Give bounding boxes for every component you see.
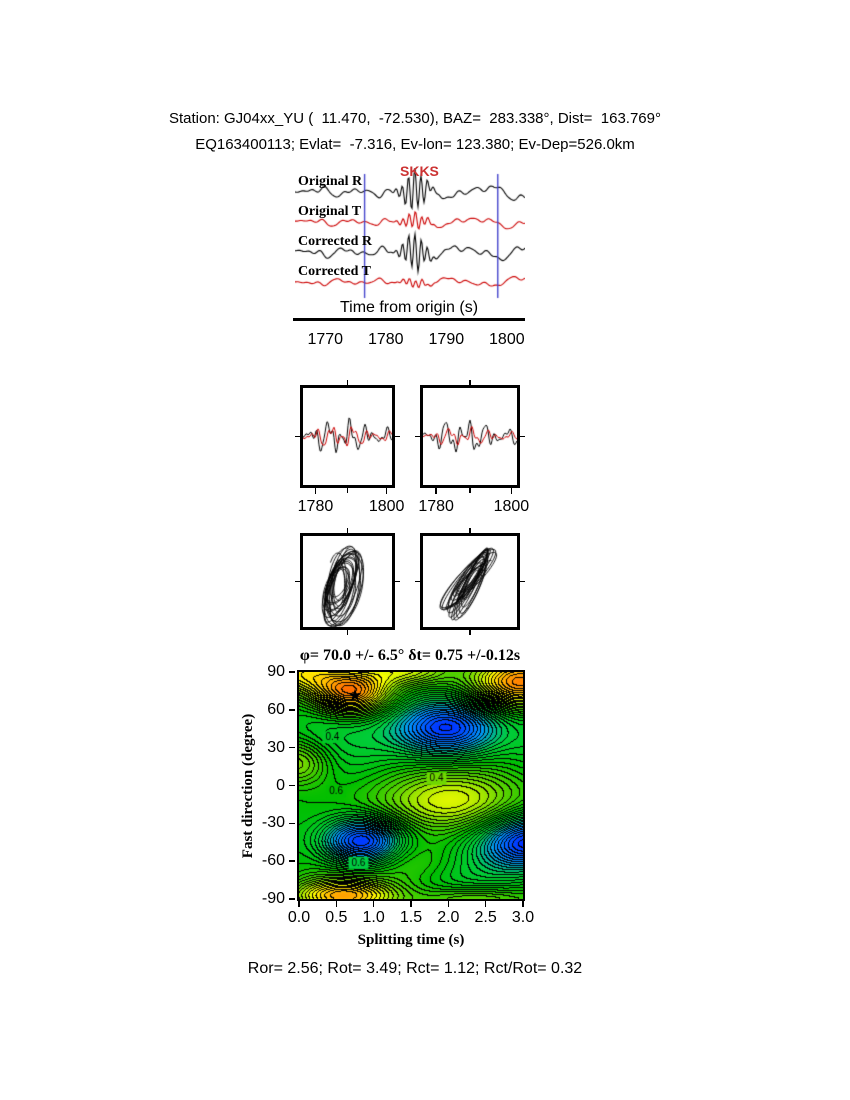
frame-tick	[415, 435, 420, 437]
zoom-axis-tick-label: 1800	[368, 498, 405, 515]
x-axis-tick-label: 1.5	[399, 909, 423, 926]
time-axis-tick-label: 1800	[489, 331, 525, 348]
trace-label-corrected-t: Corrected T	[298, 264, 371, 279]
x-axis-label: Splitting time (s)	[357, 932, 465, 948]
best-solution-marker: ★	[347, 686, 363, 707]
frame-tick	[469, 488, 471, 493]
y-axis-tick	[289, 746, 295, 749]
x-axis-tick-label: 3.0	[511, 909, 535, 926]
frame-tick	[346, 380, 348, 385]
splitting-result-title: φ= 70.0 +/- 6.5° δt= 0.75 +/-0.12s	[299, 647, 521, 664]
statistics-line: Ror= 2.56; Rot= 3.49; Rct= 1.12; Rct/Rot…	[247, 960, 583, 977]
particle-motion-corrected-canvas	[423, 536, 517, 627]
x-axis-tick	[372, 901, 375, 907]
y-axis-tick	[289, 822, 295, 825]
x-axis-tick-label: 2.5	[474, 909, 497, 926]
windowed-waveforms-original-box	[295, 380, 400, 493]
frame-tick	[469, 380, 471, 385]
y-axis-tick-label: -90	[261, 890, 285, 907]
y-axis-label: Fast direction (degree)	[240, 713, 256, 859]
x-axis-tick	[298, 901, 300, 907]
zoom-axis-tick	[435, 488, 437, 494]
phase-label: SKKS	[400, 163, 439, 179]
frame-tick	[346, 488, 348, 493]
frame-tick	[395, 435, 400, 437]
zoom-axis-tick-label: 1780	[297, 498, 334, 515]
station-info-line: Station: GJ04xx_YU ( 11.470, -72.530), B…	[168, 110, 661, 127]
y-axis-tick-label: 90	[267, 663, 285, 680]
frame-tick	[415, 580, 420, 582]
x-axis-tick-label: 0.0	[287, 909, 311, 926]
zoom-axis-tick	[314, 488, 317, 494]
trace-label-original-r: Original R	[298, 174, 363, 189]
contour-plot-frame: ★	[297, 670, 525, 901]
frame-tick	[346, 528, 348, 533]
y-axis-tick	[289, 898, 295, 900]
frame-tick	[346, 630, 348, 635]
windowed-waveforms-corrected-box	[415, 380, 525, 493]
frame-tick	[395, 580, 400, 582]
particle-motion-original-box	[295, 528, 400, 635]
particle-motion-original-canvas	[303, 536, 392, 627]
event-info-line: EQ163400113; Evlat= -7.316, Ev-lon= 123.…	[195, 136, 635, 153]
frame-tick	[520, 580, 525, 582]
time-axis-label: Time from origin (s)	[339, 299, 479, 316]
zoom-axis-tick	[510, 488, 513, 494]
y-axis-tick	[289, 671, 295, 673]
x-axis-tick	[410, 901, 412, 907]
y-axis-tick	[289, 860, 295, 862]
x-axis-tick-label: 1.0	[362, 909, 385, 926]
frame-tick	[295, 435, 300, 437]
x-axis-tick-label: 2.0	[437, 909, 460, 926]
x-axis-tick-label: 0.5	[325, 909, 348, 926]
y-axis-tick	[289, 784, 295, 787]
time-axis-tick-label: 1770	[307, 331, 344, 348]
x-axis-tick	[335, 901, 338, 907]
time-axis-line	[293, 318, 525, 321]
waveform-traces-canvas	[295, 168, 525, 302]
y-axis-tick-label: -60	[261, 852, 285, 870]
time-axis-tick-label: 1780	[367, 331, 404, 348]
trace-label-corrected-r: Corrected R	[298, 234, 372, 249]
zoom-axis-tick-label: 1780	[418, 498, 454, 515]
frame-tick	[295, 580, 300, 582]
particle-motion-corrected-box	[415, 528, 525, 635]
zoom-axis-tick	[385, 488, 388, 494]
frame-tick	[520, 435, 525, 437]
x-axis-tick	[447, 901, 450, 907]
y-axis-tick-label: 30	[267, 738, 285, 756]
x-axis-tick	[522, 901, 524, 907]
x-axis-tick	[484, 901, 487, 907]
time-axis-tick-label: 1790	[428, 331, 465, 348]
y-axis-tick-label: -30	[261, 814, 285, 832]
trace-label-original-t: Original T	[298, 204, 362, 219]
frame-tick	[469, 630, 471, 635]
windowed-waveforms-original-canvas	[303, 388, 392, 485]
y-axis-tick-label: 60	[267, 700, 285, 718]
frame-tick	[469, 528, 471, 533]
contour-plot-canvas	[299, 672, 523, 899]
y-axis-tick	[289, 709, 295, 711]
zoom-axis-tick-label: 1800	[493, 498, 530, 515]
windowed-waveforms-corrected-canvas	[423, 388, 517, 485]
y-axis-tick-label: 0	[276, 776, 285, 794]
